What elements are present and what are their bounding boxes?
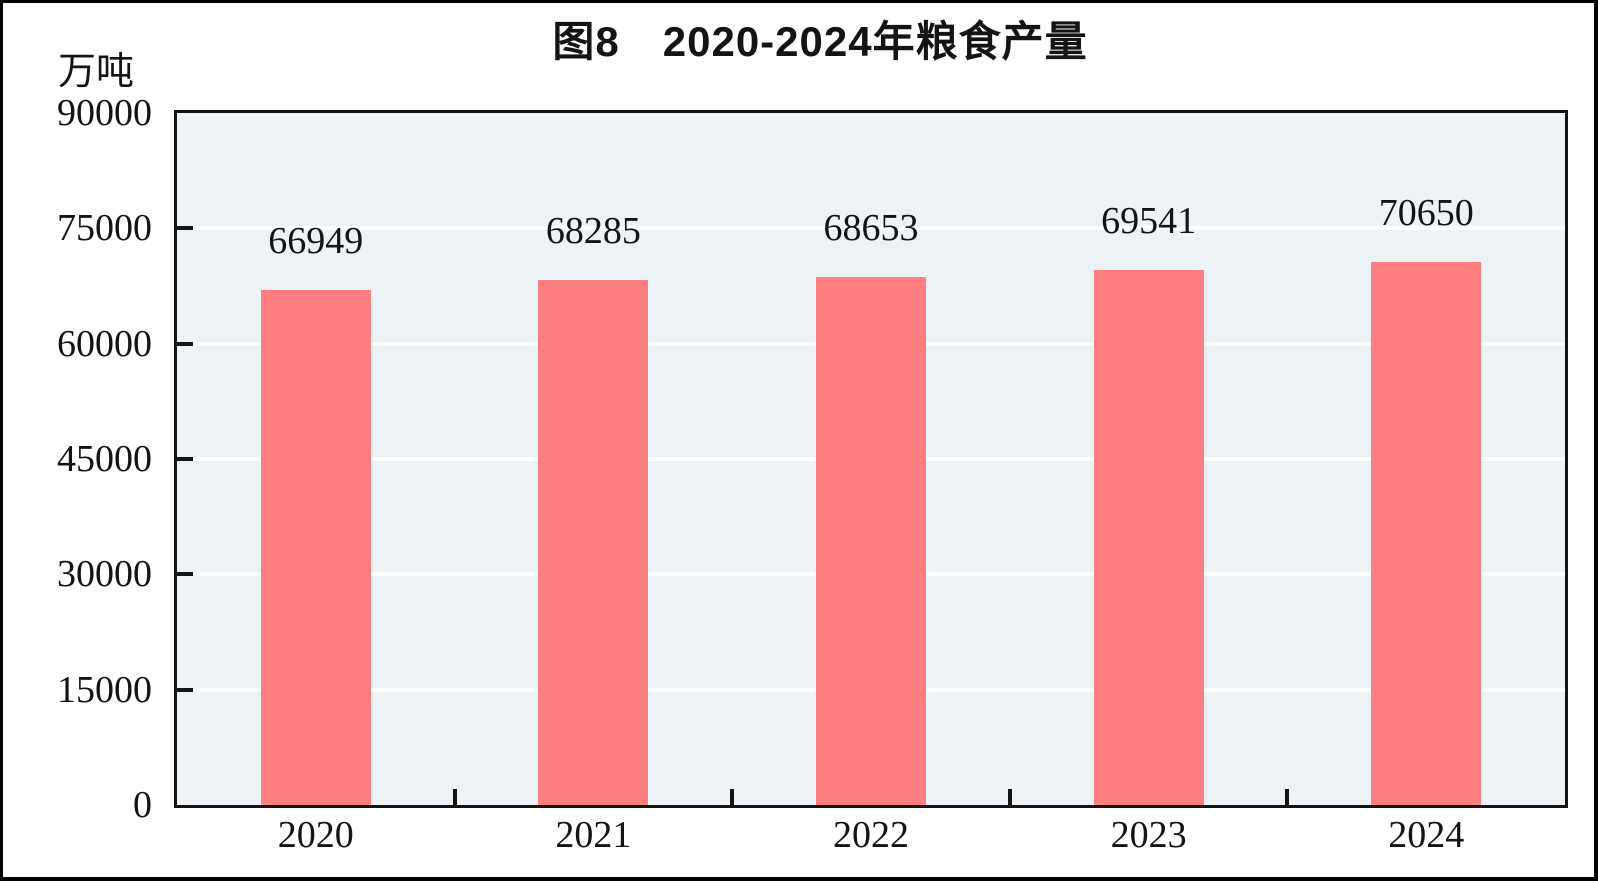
gridline-75000: [177, 226, 1565, 231]
x-axis-label-2023: 2023: [1110, 814, 1187, 856]
chart-title: 图8 2020-2024年粮食产量: [552, 18, 1088, 65]
x-tick-boundary-4: [1285, 789, 1290, 805]
y-axis-label-90000: 90000: [57, 92, 152, 134]
page-border-bottom: [0, 877, 1598, 881]
bar-value-label-2021: 68285: [545, 209, 641, 252]
page-border-left: [0, 0, 3, 881]
y-tick-15000: [177, 687, 193, 692]
page-border-top: [0, 0, 1598, 3]
y-axis-label-30000: 30000: [57, 553, 152, 596]
page-border-right: [1594, 0, 1598, 881]
x-axis-label-2020: 2020: [277, 814, 354, 856]
bar-value-label-2024: 70650: [1378, 191, 1474, 234]
y-axis-label-45000: 45000: [57, 438, 152, 480]
y-axis-label-75000: 75000: [57, 207, 152, 250]
bar-value-label-2020: 66949: [268, 220, 364, 263]
y-tick-45000: [177, 457, 193, 461]
y-axis-unit-label: 万吨: [58, 51, 135, 93]
y-axis-label-60000: 60000: [57, 322, 152, 365]
y-tick-60000: [177, 341, 193, 346]
bar-2021: [538, 279, 649, 805]
x-axis-label-2021: 2021: [555, 814, 632, 856]
bar-2024: [1371, 261, 1482, 805]
bar-2023: [1093, 270, 1204, 805]
x-tick-boundary-1: [452, 789, 457, 805]
bar-2022: [816, 277, 926, 805]
x-axis-label-2022: 2022: [832, 814, 909, 856]
y-axis-label-15000: 15000: [57, 668, 152, 711]
y-tick-30000: [177, 572, 193, 577]
x-tick-boundary-3: [1007, 789, 1012, 805]
y-axis-label-0: 0: [133, 784, 152, 826]
bar-2020: [260, 290, 371, 805]
bar-value-label-2023: 69541: [1101, 200, 1197, 243]
x-tick-boundary-2: [730, 789, 735, 805]
y-tick-75000: [177, 226, 193, 231]
bar-value-label-2022: 68653: [823, 207, 919, 250]
plot-area: 66949 68285 68653 69541 70650: [174, 110, 1568, 808]
x-axis-label-2024: 2024: [1388, 814, 1465, 856]
